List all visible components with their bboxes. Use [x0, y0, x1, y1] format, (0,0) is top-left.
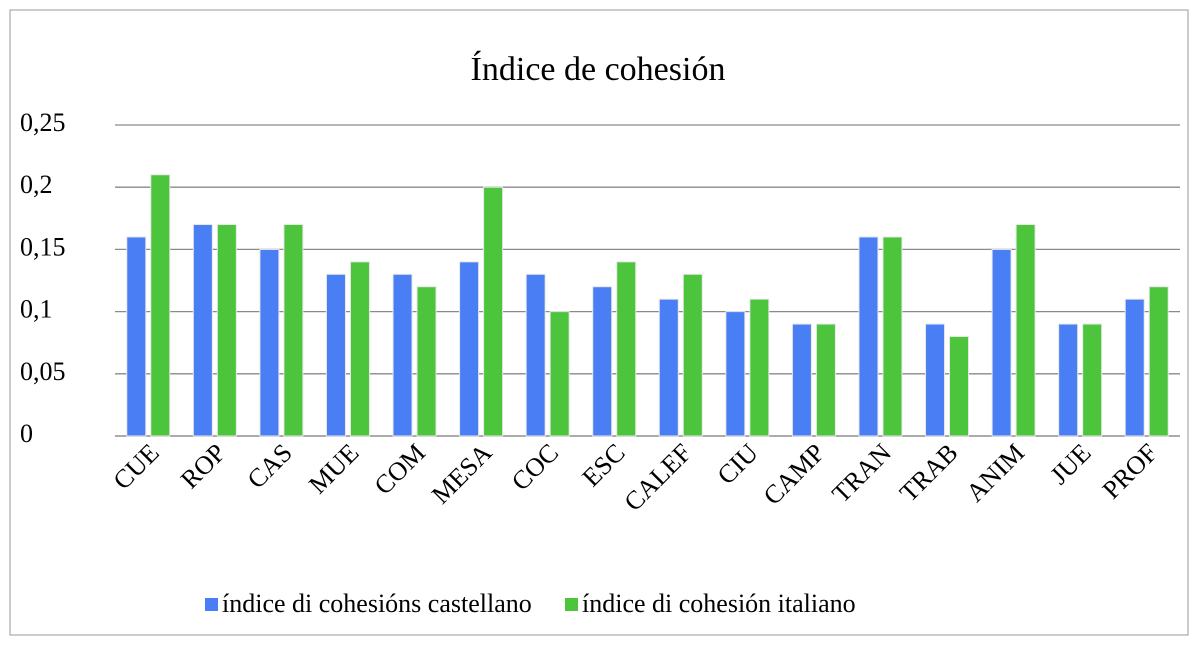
bar [483, 186, 504, 437]
legend-label: índice di cohesión italiano [582, 589, 856, 618]
bar [725, 311, 746, 437]
bar [325, 273, 346, 437]
bar [150, 174, 171, 437]
bar [192, 224, 213, 437]
legend-swatch [205, 598, 218, 611]
bar [1015, 224, 1036, 437]
bar [658, 298, 679, 437]
bar [126, 236, 147, 437]
bar [283, 224, 304, 437]
bar [459, 261, 480, 437]
bar [791, 323, 812, 437]
y-tick-label: 0 [20, 419, 33, 448]
bar [882, 236, 903, 437]
bar [349, 261, 370, 437]
bar [616, 261, 637, 437]
bar [259, 248, 280, 437]
bar [682, 273, 703, 437]
bar [749, 298, 770, 437]
bar [592, 286, 613, 437]
legend-swatch [565, 598, 578, 611]
y-tick-label: 0,15 [20, 232, 66, 261]
y-tick-label: 0,05 [20, 357, 66, 386]
y-tick-label: 0,25 [20, 108, 66, 137]
bar [925, 323, 946, 437]
chart-title: Índice de cohesión [471, 51, 726, 88]
legend-label: índice di cohesións castellano [222, 589, 532, 618]
bar [392, 273, 413, 437]
y-tick-label: 0,2 [20, 170, 53, 199]
y-tick-label: 0,1 [20, 295, 53, 324]
bar [416, 286, 437, 437]
bar [858, 236, 879, 437]
bar [525, 273, 546, 437]
bar [991, 248, 1012, 437]
bar [1124, 298, 1145, 437]
bar [216, 224, 237, 437]
bar [1082, 323, 1103, 437]
bar [549, 311, 570, 437]
bar [1058, 323, 1079, 437]
bar [949, 335, 970, 437]
bar [1148, 286, 1169, 437]
bar [815, 323, 836, 437]
